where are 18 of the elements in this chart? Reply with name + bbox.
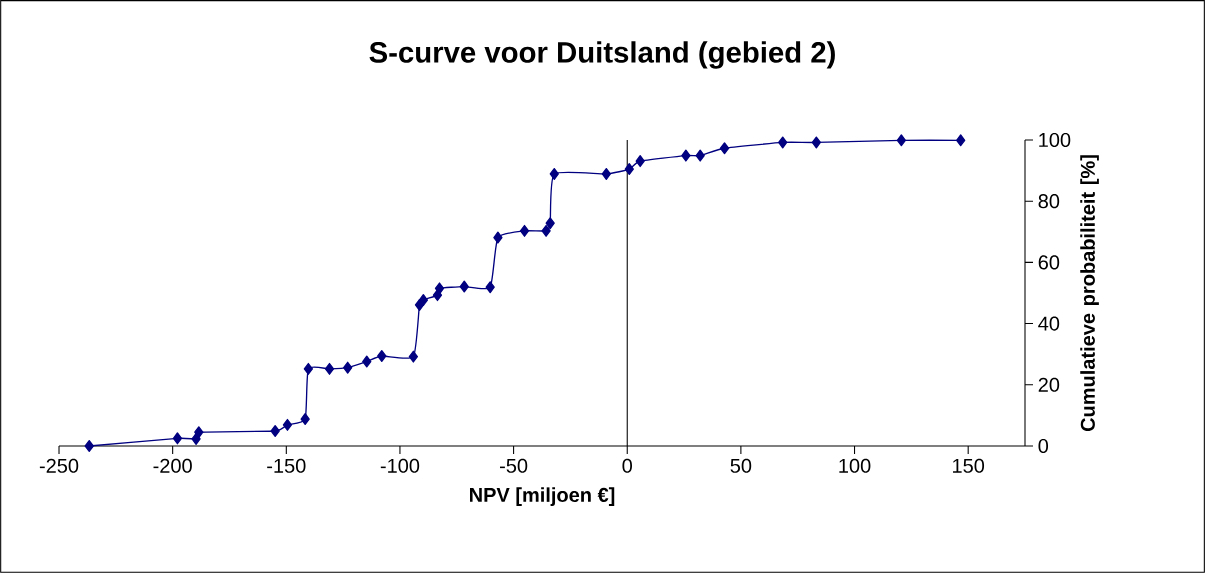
x-tick-label: -200	[153, 458, 192, 473]
chart-title: S-curve voor Duitsland (gebied 2)	[369, 41, 835, 69]
y-tick-label: 100	[1039, 132, 1071, 148]
x-tick-label: 0	[622, 458, 633, 473]
x-tick-label: -250	[39, 458, 79, 473]
y-tick-label: 60	[1038, 255, 1060, 270]
x-axis-title: NPV [miljoen €]	[470, 487, 615, 506]
x-tick-label: -50	[500, 458, 528, 473]
y-tick-label: 20	[1038, 377, 1060, 392]
x-tick-label: 150	[953, 458, 985, 473]
x-tick-label: -100	[380, 458, 420, 473]
x-tick-label: 100	[839, 458, 871, 473]
y-axis-title: Cumulatieve probabiliteit [%]	[1080, 155, 1099, 432]
y-tick-label: 40	[1038, 316, 1060, 331]
x-tick-label: 50	[730, 458, 752, 473]
y-tick-label: 80	[1038, 194, 1060, 209]
y-tick-label: 0	[1038, 438, 1049, 454]
x-tick-label: -150	[267, 458, 306, 473]
